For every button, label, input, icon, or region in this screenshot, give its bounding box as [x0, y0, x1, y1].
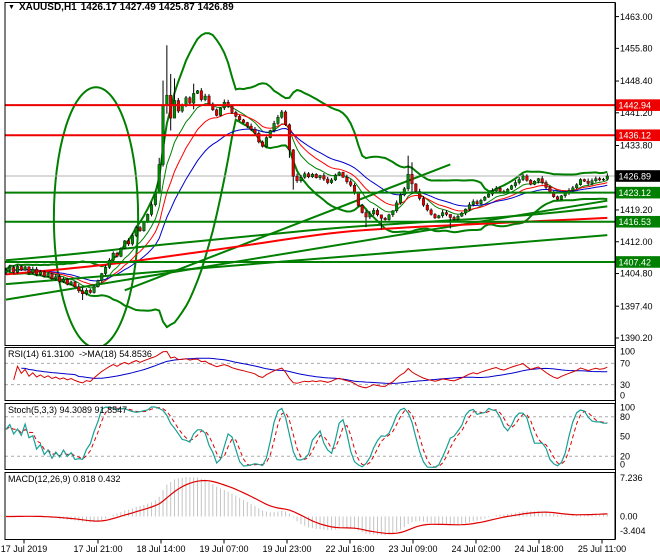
- stochastic-pane: [5, 406, 615, 468]
- macd-scale-label: 7.236: [620, 473, 643, 483]
- price-axis-label: 1433.80: [620, 141, 653, 151]
- macd-scale-label: 0.00: [620, 512, 638, 522]
- macd-pane: [6, 477, 608, 535]
- time-axis-label: 18 Jul 14:00: [136, 544, 185, 554]
- trend-lines: [5, 163, 608, 301]
- ohlc-quotes: 1426.17 1427.49 1425.87 1426.89: [80, 2, 234, 13]
- level-price-badge: [616, 129, 660, 142]
- price-badge-text: 1436.12: [619, 131, 652, 141]
- trendline: [124, 163, 451, 292]
- time-axis-label: 19 Jul 23:00: [262, 544, 311, 554]
- level-price-badge: [616, 186, 660, 199]
- pane-borders: [4, 2, 616, 540]
- price-axis-label: 1419.20: [620, 205, 653, 215]
- time-axis-label: 24 Jul 18:00: [514, 544, 563, 554]
- stoch-scale-label: 50: [620, 432, 630, 442]
- rsi-indicator-label: RSI(14) 61.3100 ->MA(18) 54.8536: [8, 349, 152, 359]
- level-price-badge: [616, 99, 660, 111]
- price-axis[interactable]: 1463.00 1455.80 1448.40 1441.20 1433.80 1419.…: [615, 12, 660, 536]
- rsi-scale-label: 100: [620, 347, 635, 357]
- rsi-pane: [5, 350, 615, 389]
- price-axis-label: 1404.80: [620, 269, 653, 279]
- price-badge-text: 1407.42: [619, 257, 652, 267]
- price-badge-text: 1442.94: [619, 101, 652, 111]
- time-axis-label: 17 Jul 21:00: [73, 544, 122, 554]
- time-axis-label: 22 Jul 16:00: [325, 544, 374, 554]
- time-axis-label: 24 Jul 02:00: [451, 544, 500, 554]
- time-axis[interactable]: 17 Jul 2019 17 Jul 21:00 18 Jul 14:00 19 Ju…: [1, 540, 626, 554]
- level-price-badge: [616, 256, 660, 268]
- macd-scale-label: -3.404: [620, 526, 646, 536]
- rsi-scale-label: 0: [620, 391, 625, 401]
- stoch-scale-label: 100: [620, 403, 635, 413]
- price-badge-text: 1423.12: [619, 188, 652, 198]
- trendline: [5, 234, 608, 286]
- time-axis-label: 23 Jul 09:00: [388, 544, 437, 554]
- symbol-dropdown-icon[interactable]: ▼: [8, 3, 15, 11]
- chart-title: ▼ XAUUSD,H1 1426.17 1427.49 1425.87 1426.8…: [8, 2, 234, 13]
- symbol-period-label: XAUUSD,H1: [18, 2, 77, 13]
- price-badge-text: 1426.89: [619, 171, 652, 181]
- price-axis-label: 1455.80: [620, 44, 653, 54]
- price-axis-label: 1463.00: [620, 12, 653, 22]
- time-axis-label: 19 Jul 07:00: [199, 544, 248, 554]
- price-axis-label: 1441.20: [620, 108, 653, 118]
- rsi-scale-label: 30: [620, 380, 630, 390]
- price-axis-label: 1397.40: [620, 301, 653, 311]
- level-price-badge: [616, 215, 660, 228]
- current-price-badge: [616, 170, 660, 182]
- time-axis-label: 25 Jul 11:00: [578, 544, 626, 554]
- main-chart-pane: [5, 32, 615, 345]
- price-axis-label: 1390.20: [620, 333, 653, 343]
- stoch-scale-label: 20: [620, 452, 630, 462]
- price-badge-text: 1416.53: [619, 217, 652, 227]
- ellipse-drawing-object: [52, 86, 140, 345]
- stochastic-indicator-label: Stoch(5,3,3) 94.3089 91.8547: [8, 405, 128, 415]
- stoch-scale-label: 0: [620, 460, 625, 470]
- horizontal-level-lines: [5, 104, 615, 263]
- price-axis-label: 1448.40: [620, 76, 653, 86]
- stoch-scale-label: 80: [620, 412, 630, 422]
- macd-indicator-label: MACD(12,26,9) 0.818 0.432: [8, 474, 121, 484]
- price-axis-label: 1412.00: [620, 237, 653, 247]
- rsi-scale-label: 70: [620, 359, 630, 369]
- time-axis-label: 17 Jul 2019: [1, 544, 48, 554]
